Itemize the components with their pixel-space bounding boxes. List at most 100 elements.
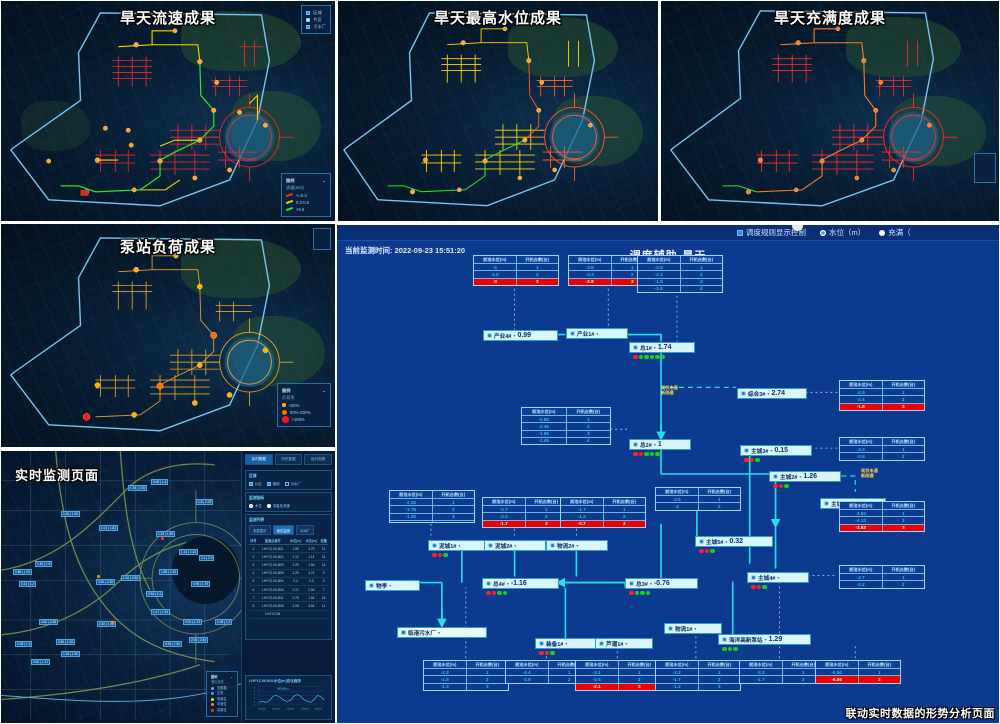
chevron-down-icon[interactable]: ▾ — [694, 626, 697, 631]
tab-operation-trend[interactable]: 运行态势 — [304, 454, 333, 465]
diagram-node-n_z3[interactable]: 总3# ▾ -0.76 — [625, 578, 698, 589]
layer-toggle-legend[interactable]: 区域 片区 污水厂 — [301, 5, 331, 35]
panel-pump-load[interactable]: 泵站负荷成果 图例 ⌄ 负荷率 <50% 50%-100% >100% — [0, 223, 336, 448]
monitor-point-label[interactable]: 1.26 | 2.30 — [61, 651, 81, 657]
radio-water-level[interactable]: 水位（m） — [820, 227, 865, 238]
radio-icon[interactable] — [820, 229, 826, 236]
monitor-point-label[interactable]: 0.92 | 1.98 — [97, 621, 117, 627]
checkbox-icon[interactable] — [306, 17, 311, 22]
btn-plant[interactable]: 污水厂 — [296, 525, 315, 535]
monitor-point-label[interactable]: 0.98 | 1.4 — [151, 479, 169, 485]
metric-option-level[interactable]: 水位 — [249, 503, 262, 508]
chevron-down-icon[interactable]: ▾ — [770, 448, 773, 453]
monitor-point-label[interactable]: 1.85 | 2.36 — [159, 569, 179, 575]
radio-icon[interactable] — [249, 503, 253, 508]
diagram-node-n_zc4[interactable]: 主城4# ▾ — [747, 572, 809, 583]
monitor-point-label[interactable]: 1.02 | 2.55 — [121, 575, 141, 581]
checkbox-icon[interactable] — [249, 481, 253, 486]
monitor-point-label[interactable]: 1.14 | 2.24 — [179, 549, 199, 555]
chevron-down-icon[interactable]: ▾ — [506, 581, 509, 586]
table-row[interactable]: 2 LHYYZ-06-B02 1.12 1.14 24 — [249, 552, 328, 562]
table-row[interactable]: 1 LHYYZ-06-B01 1.95 3.79 21 — [249, 544, 328, 554]
chevron-down-icon[interactable]: ▾ — [725, 539, 728, 544]
panel-realtime-monitoring[interactable]: 实时监测页面 0.88 | 1.05 1.45 | 1.9 0.31 | 1.2… — [0, 450, 336, 724]
table-row[interactable]: 3 LHYYZ-06-B03 1.25 1.56 16 — [249, 560, 328, 570]
chevron-down-icon[interactable]: ▾ — [649, 581, 652, 586]
layer-item[interactable]: 污水厂 — [306, 23, 326, 30]
collapse-icon[interactable]: ⌄ — [322, 178, 326, 184]
radio-fullness[interactable]: 充满（ — [879, 227, 911, 238]
monitor-sidebar[interactable]: 实时数据 历史数据 运行态势 区域 片区 管网 污水厂 监测指标 水位 流量及流… — [241, 451, 335, 723]
monitor-tabs[interactable]: 实时数据 历史数据 运行态势 — [242, 451, 335, 468]
chevron-down-icon[interactable]: ▾ — [777, 575, 780, 580]
radio-icon[interactable] — [266, 503, 271, 508]
region-option-plant[interactable]: 污水厂 — [284, 481, 301, 486]
chevron-down-icon[interactable]: ▾ — [389, 583, 392, 588]
tab-history-data[interactable]: 历史数据 — [274, 454, 303, 465]
panel-dry-weather-velocity[interactable]: 旱天流速成果 区域 片区 污水厂 图例 ⌄ 流速(m/s) <=0.3 0.3-0… — [0, 0, 336, 222]
table-row[interactable]: 5 LHYYZ-06-B04 0.4 0.3 5 — [249, 577, 328, 586]
monitor-point-label[interactable]: 1.30 | 1.90 — [61, 511, 81, 517]
monitor-point-label[interactable]: 0.96 | 1.79 — [191, 581, 211, 587]
monitor-point-dot[interactable] — [111, 621, 114, 624]
rule-display-control-toggle[interactable]: 调度规则显示控制 — [737, 227, 806, 238]
radio-icon[interactable] — [879, 229, 886, 236]
monitor-point-label[interactable]: 0.31 | 1.2 — [19, 581, 37, 587]
chevron-down-icon[interactable]: ▾ — [767, 391, 770, 396]
monitor-point-label[interactable]: 0.60 | 1.25 — [56, 639, 76, 645]
table-row[interactable]: 8 LHYYZ-06-B08 3.08 4.54 11 — [249, 601, 328, 611]
chevron-down-icon[interactable]: ▾ — [458, 543, 461, 548]
diagram-node-n_z1[interactable]: 总1# ▾ 1.74 — [629, 342, 695, 353]
checkbox-icon[interactable] — [266, 481, 271, 486]
diagram-node-n_cy4[interactable]: 产业4# ▾ 0.99 — [483, 330, 558, 341]
btn-level-monitor[interactable]: 液位监测 — [272, 525, 295, 535]
monitor-point-label[interactable]: 0.90 | 2.35 — [96, 579, 116, 585]
monitor-point-label[interactable]: 1.36 | 2.05 — [128, 485, 148, 491]
collapse-icon[interactable]: ⌄ — [230, 674, 233, 679]
checkbox-icon[interactable] — [737, 229, 743, 236]
monitor-point-label[interactable]: 0.82 | 2.08 — [39, 619, 59, 625]
metric-filter-card[interactable]: 监测指标 水位 流量及流速 — [245, 492, 332, 512]
monitor-point-label[interactable]: 1.8 | 2.03 — [196, 499, 214, 505]
monitor-point-label[interactable]: 1.22 | 1.95 — [156, 531, 176, 537]
diagram-node-n_zh3[interactable]: 综合3# ▾ 2.74 — [737, 388, 807, 399]
diagram-toolbar[interactable]: 调度规则显示控制 水位（m） 充满（ — [337, 225, 999, 241]
chevron-down-icon[interactable]: ▾ — [513, 333, 516, 338]
diagram-node-n_lc1[interactable]: 芦潮1# ▾ — [595, 638, 653, 649]
diagram-node-n_hy[interactable]: 海洋高新泵站 ▾ 1.29 — [718, 634, 811, 645]
diagram-node-n_zc2[interactable]: 主城2# ▾ 1.26 — [769, 471, 841, 482]
monitor-point-label[interactable]: 0.94 | 3.1 — [146, 591, 164, 597]
region-option-district[interactable]: 片区 — [249, 481, 262, 486]
monitor-point-label[interactable]: 1.08 | 1.2 — [215, 619, 233, 625]
table-row[interactable]: 6 LHYYZ-06-B06 2.17 2.56 7 — [249, 585, 328, 595]
diagram-node-n_plant[interactable]: 临港污水厂 ▾ — [397, 627, 487, 638]
checkbox-icon[interactable] — [284, 481, 289, 486]
table-row[interactable]: 4 LHYYZ-06-B05 4.29 4.74 9 — [249, 569, 328, 578]
monitor-point-label[interactable]: 1.45 | 1.9 — [35, 561, 53, 567]
scheduling-diagram-panel[interactable]: 调度规则显示控制 水位（m） 充满（ 当前监测时间: 2022-09-23 15… — [336, 224, 1000, 724]
region-option-pipe[interactable]: 管网 — [266, 481, 280, 486]
monitor-point-label[interactable]: 2.06 | 2.54 — [189, 637, 209, 643]
layer-toggle-legend[interactable] — [313, 228, 331, 250]
monitor-table[interactable]: 序号 监测点编号 水位(m) 水位(m) 流量 1 LHYYZ-06-B01 1.9… — [249, 537, 328, 619]
chevron-down-icon[interactable]: ▾ — [437, 630, 440, 635]
diagram-node-n_wl1[interactable]: 物李 ▾ — [365, 580, 420, 591]
chevron-down-icon[interactable]: ▾ — [596, 331, 599, 336]
monitor-point-label[interactable]: 0.88 | 1.05 — [13, 569, 33, 575]
diagram-node-n_cy1[interactable]: 产业1# ▾ — [566, 328, 628, 339]
checkbox-icon[interactable] — [306, 10, 311, 15]
layer-item[interactable]: 片区 — [306, 16, 326, 23]
monitor-point-dot[interactable] — [97, 575, 100, 578]
checkbox-icon[interactable] — [306, 24, 311, 29]
table-row[interactable]: LHYYZ-06 — [249, 610, 328, 619]
metric-option-flow[interactable]: 流量及流速 — [266, 503, 290, 508]
region-filter-card[interactable]: 区域 片区 管网 污水厂 — [245, 470, 332, 490]
monitor-point-label[interactable]: 1.05 | 1.3 — [15, 641, 33, 647]
chevron-down-icon[interactable]: ▾ — [565, 641, 568, 646]
panel-dry-weather-max-level[interactable]: 旱天最高水位成果 — [337, 0, 659, 222]
monitor-point-label[interactable]: 1.47 | 1.94 — [151, 609, 171, 615]
chevron-down-icon[interactable]: ▾ — [653, 345, 656, 350]
chevron-down-icon[interactable]: ▾ — [653, 442, 656, 447]
panel-dry-weather-fullness[interactable]: 旱天充满度成果 — [660, 0, 1000, 222]
chevron-down-icon[interactable]: ▾ — [799, 474, 802, 479]
